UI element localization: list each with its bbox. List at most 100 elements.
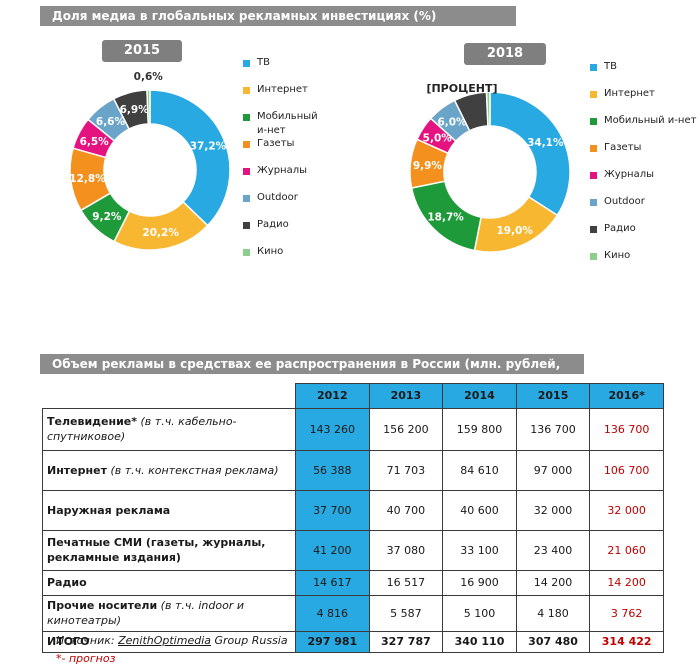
source-prefix: Источник: <box>56 634 119 647</box>
legend-label: Радио <box>604 223 636 234</box>
donut-chart-2015: 37,2% 20,2% 9,2% 12,8% 6,5% 6,6%6,9% 0,6% <box>69 71 231 251</box>
legend-label: Журналы <box>257 165 307 176</box>
year-cell: 2012 <box>295 383 370 409</box>
row-label-note: (в т.ч. контекстная реклама) <box>106 463 279 477</box>
value-cell: 14 617 <box>295 569 370 596</box>
chart-2018-year-tag: 2018 <box>464 43 546 65</box>
value-cell: 16 517 <box>368 569 444 596</box>
donut-label-2018-5: 6,0% <box>437 117 467 129</box>
legend-swatch <box>590 64 597 71</box>
legend-swatch <box>243 249 250 256</box>
legend-label: Outdoor <box>257 192 298 203</box>
legend-swatch <box>590 118 597 125</box>
media-share-banner: Доля медиа в глобальных рекламных инвест… <box>40 6 516 26</box>
donut-chart-2018: 34,1% 19,0% 18,7% 9,9% 5,0% 6,0% [ПРОЦЕНТ] <box>409 82 571 253</box>
value-cell-forecast: 14 200 <box>589 569 664 596</box>
value-cell: 84 610 <box>442 449 517 491</box>
row-label: Интернет (в т.ч. контекстная реклама) <box>41 449 297 491</box>
table-total-row: ИТОГО 297 981 327 787 340 110 307 480 31… <box>41 630 664 653</box>
legend-label: Газеты <box>257 138 295 149</box>
legend-label: Мобильный и-нет <box>257 111 318 136</box>
total-label: ИТОГО <box>41 630 297 653</box>
donut-label-2018-2: 18,7% <box>427 212 464 224</box>
donut-label-2015-5: 6,6% <box>96 116 126 128</box>
row-label-main: Телевидение* <box>47 415 138 428</box>
forecast-note: *- прогноз <box>56 652 116 665</box>
total-cell: 327 787 <box>368 630 444 653</box>
legend-swatch <box>590 253 597 260</box>
donut-label-2015-2: 9,2% <box>92 211 122 223</box>
year-cell: 2014 <box>442 383 517 409</box>
legend-swatch <box>590 226 597 233</box>
value-cell: 136 700 <box>515 407 591 451</box>
legend-swatch <box>243 114 250 121</box>
legend-swatch <box>590 145 597 152</box>
donut-placeholder-label: [ПРОЦЕНТ] <box>426 82 497 95</box>
row-label-note: (в т.ч. кабельно-спутниковое) <box>47 415 237 443</box>
value-cell: 56 388 <box>295 449 370 491</box>
legend-label: Интернет <box>604 88 655 99</box>
value-cell: 97 000 <box>515 449 591 491</box>
table-row: Наружная реклама 37 700 40 700 40 600 32… <box>41 489 664 531</box>
legend-swatch <box>243 141 250 148</box>
donut-label-2018-4: 5,0% <box>423 133 453 145</box>
value-cell: 37 700 <box>295 489 370 531</box>
legend-swatch <box>243 195 250 202</box>
value-cell: 143 260 <box>295 407 370 451</box>
row-label: Печатные СМИ (газеты, журналы, рекламные… <box>41 529 297 571</box>
total-cell: 297 981 <box>295 630 370 653</box>
donut-label-2015-4: 6,5% <box>80 136 110 148</box>
source-suffix: Group Russia <box>211 634 288 647</box>
value-cell: 37 080 <box>368 529 444 571</box>
donut-label-2018-1: 19,0% <box>496 225 533 237</box>
legend-label: Мобильный и-нет <box>604 115 697 126</box>
row-label-main: Радио <box>47 576 87 589</box>
value-cell-forecast: 136 700 <box>589 407 664 451</box>
legend-swatch <box>590 91 597 98</box>
value-cell-forecast: 32 000 <box>589 489 664 531</box>
donut-slice-2018-7 <box>485 91 491 127</box>
donut-label-2015-6: 6,9% <box>120 104 150 116</box>
legend-swatch <box>590 172 597 179</box>
row-label-main: Печатные СМИ (газеты, журналы, рекламные… <box>47 536 266 564</box>
value-cell: 4 180 <box>515 594 591 632</box>
donut-slice-2015-0 <box>149 89 231 227</box>
table-row: Интернет (в т.ч. контекстная реклама) 56… <box>41 449 664 491</box>
table-row: Печатные СМИ (газеты, журналы, рекламные… <box>41 529 664 571</box>
table-row: Прочие носители (в т.ч. indoor и кинотеа… <box>41 594 664 632</box>
source-note: Источник: ZenithOptimedia Group Russia <box>56 634 288 647</box>
year-cell: 2015 <box>515 383 591 409</box>
legend-label: Кино <box>257 246 284 257</box>
value-cell: 32 000 <box>515 489 591 531</box>
row-label-main: Интернет <box>47 463 107 477</box>
legend-swatch <box>243 222 250 229</box>
value-cell: 40 700 <box>368 489 444 531</box>
value-cell-forecast: 3 762 <box>589 594 664 632</box>
value-cell: 33 100 <box>442 529 517 571</box>
table-row: Телевидение* (в т.ч. кабельно-спутниково… <box>41 407 664 451</box>
value-cell: 159 800 <box>442 407 517 451</box>
total-cell: 307 480 <box>515 630 591 653</box>
row-label-main: Наружная реклама <box>47 503 171 517</box>
legend-label: ТВ <box>604 61 617 72</box>
year-cell: 2013 <box>368 383 444 409</box>
legend-swatch <box>243 60 250 67</box>
row-label-main: Прочие носители <box>47 599 158 612</box>
value-cell: 5 587 <box>368 594 444 632</box>
donut-label-2015-1: 20,2% <box>142 227 179 239</box>
value-cell: 71 703 <box>368 449 444 491</box>
legend-label: Газеты <box>604 142 642 153</box>
legend-label: Радио <box>257 219 289 230</box>
total-cell: 340 110 <box>442 630 517 653</box>
legend-label: ТВ <box>257 57 270 68</box>
value-cell: 5 100 <box>442 594 517 632</box>
legend-swatch <box>243 87 250 94</box>
table-header-row: 2012 2013 2014 2015 2016* <box>43 383 664 409</box>
value-cell: 4 816 <box>295 594 370 632</box>
legend-label: Журналы <box>604 169 654 180</box>
legend-2018: ТВ Интернет Мобильный и-нет Газеты Журналы Ou… <box>590 60 698 266</box>
legend-label: Интернет <box>257 84 308 95</box>
ad-volume-table: 2012 2013 2014 2015 2016* Телевидение* (… <box>41 383 664 653</box>
table-corner-cell <box>43 384 296 409</box>
donut-label-2018-0: 34,1% <box>527 137 564 149</box>
